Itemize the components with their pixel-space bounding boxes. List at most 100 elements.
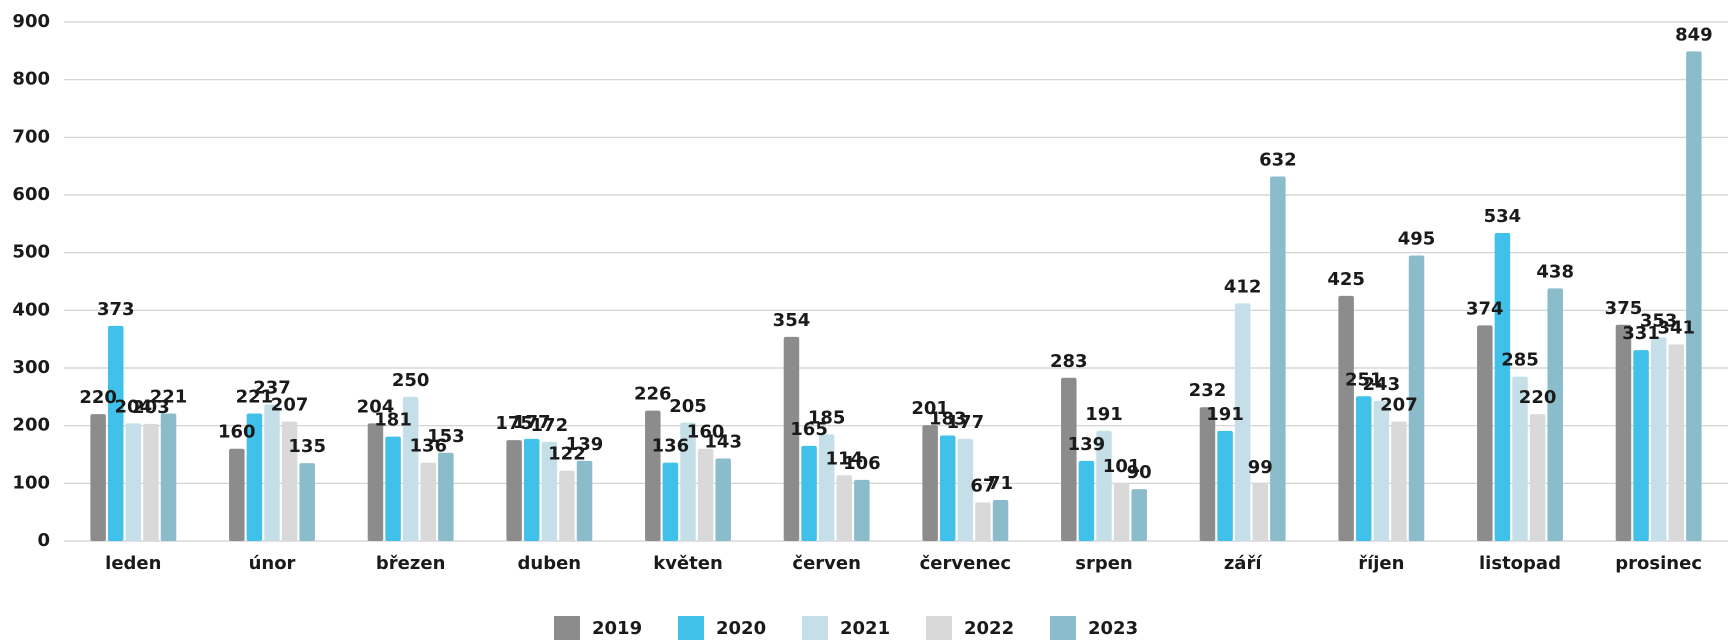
bar <box>281 421 298 541</box>
x-tick-label: listopad <box>1479 553 1561 574</box>
bar <box>229 448 245 541</box>
bar <box>420 462 437 541</box>
bar <box>1391 421 1407 541</box>
data-label: 177 <box>947 412 985 433</box>
bar <box>1078 460 1095 541</box>
x-tick-label: červenec <box>920 553 1011 574</box>
bar <box>1252 483 1269 541</box>
bar <box>1529 414 1546 541</box>
bar <box>1547 288 1563 541</box>
x-tick-label: srpen <box>1075 553 1133 574</box>
legend-swatch <box>678 616 704 640</box>
data-label: 160 <box>218 422 256 443</box>
bar <box>160 413 177 541</box>
bar <box>836 475 853 541</box>
bar <box>1668 344 1685 541</box>
data-label: 136 <box>409 436 447 457</box>
data-label: 207 <box>271 395 309 416</box>
data-label: 374 <box>1466 298 1504 319</box>
data-label: 220 <box>79 387 117 408</box>
data-label: 375 <box>1605 298 1643 319</box>
x-tick-label: prosinec <box>1615 553 1702 574</box>
data-label: 143 <box>704 432 742 453</box>
bar <box>697 448 714 541</box>
y-tick-label: 700 <box>12 126 50 147</box>
bar <box>1650 337 1667 541</box>
data-label: 177 <box>513 412 551 433</box>
x-tick-label: leden <box>105 553 161 574</box>
data-label: 243 <box>1363 374 1401 395</box>
data-label: 341 <box>1657 317 1695 338</box>
data-label: 136 <box>652 436 690 457</box>
data-label: 205 <box>669 396 707 417</box>
legend-swatch <box>926 616 952 640</box>
bar <box>1270 176 1286 541</box>
bar <box>299 463 315 541</box>
data-label: 160 <box>687 422 725 443</box>
data-label: 425 <box>1327 269 1365 290</box>
legend-label: 2023 <box>1088 618 1138 639</box>
bar <box>1199 407 1216 541</box>
x-tick-label: duben <box>518 553 582 574</box>
data-label: 203 <box>132 397 170 418</box>
bar <box>715 458 731 541</box>
data-label: 172 <box>531 415 569 436</box>
data-label: 114 <box>825 448 863 469</box>
data-label: 106 <box>843 453 881 474</box>
y-tick-label: 400 <box>12 299 50 320</box>
data-label: 67 <box>970 475 995 496</box>
bar <box>992 500 1009 541</box>
bar <box>1131 489 1147 541</box>
bar <box>559 470 575 541</box>
bar <box>1512 376 1528 541</box>
y-tick-label: 800 <box>12 69 50 90</box>
bar <box>1494 233 1511 541</box>
bar <box>1113 482 1130 541</box>
bar <box>1217 430 1233 541</box>
data-label: 175 <box>495 413 533 434</box>
bar <box>1338 295 1354 541</box>
y-tick-label: 600 <box>12 184 50 205</box>
data-label: 153 <box>427 426 465 447</box>
data-label: 373 <box>97 299 135 320</box>
data-label: 221 <box>150 387 188 408</box>
data-label: 221 <box>236 387 274 408</box>
x-tick-label: květen <box>653 553 723 574</box>
legend-label: 2019 <box>592 618 642 639</box>
data-label: 99 <box>1248 457 1273 478</box>
bar <box>541 441 558 541</box>
y-tick-label: 100 <box>12 472 50 493</box>
legend-swatch <box>554 616 580 640</box>
y-tick-label: 900 <box>12 11 50 32</box>
legend-label: 2022 <box>964 618 1014 639</box>
data-label: 849 <box>1675 24 1713 45</box>
data-label: 204 <box>357 396 395 417</box>
bar <box>90 414 106 541</box>
bar <box>680 422 696 541</box>
data-label: 191 <box>1206 404 1244 425</box>
bar <box>506 440 522 541</box>
bar <box>367 423 384 541</box>
data-label: 135 <box>288 436 326 457</box>
bar <box>1408 255 1425 542</box>
data-label: 185 <box>808 407 846 428</box>
legend-swatch <box>802 616 828 640</box>
data-label: 139 <box>1068 434 1106 455</box>
data-label: 353 <box>1640 310 1678 331</box>
bar <box>975 502 991 541</box>
x-tick-label: únor <box>249 553 296 574</box>
bar <box>576 460 593 541</box>
x-tick-label: září <box>1224 553 1263 574</box>
data-label: 354 <box>773 310 811 331</box>
bar <box>523 438 540 541</box>
y-tick-label: 300 <box>12 357 50 378</box>
data-label: 495 <box>1398 229 1436 250</box>
bar <box>1686 51 1702 541</box>
bar <box>854 479 870 541</box>
bar <box>1373 400 1390 541</box>
bar <box>801 445 817 541</box>
data-label: 101 <box>1103 456 1141 477</box>
legend-swatch <box>1050 616 1076 640</box>
data-label: 251 <box>1345 369 1383 390</box>
data-label: 226 <box>634 384 672 405</box>
